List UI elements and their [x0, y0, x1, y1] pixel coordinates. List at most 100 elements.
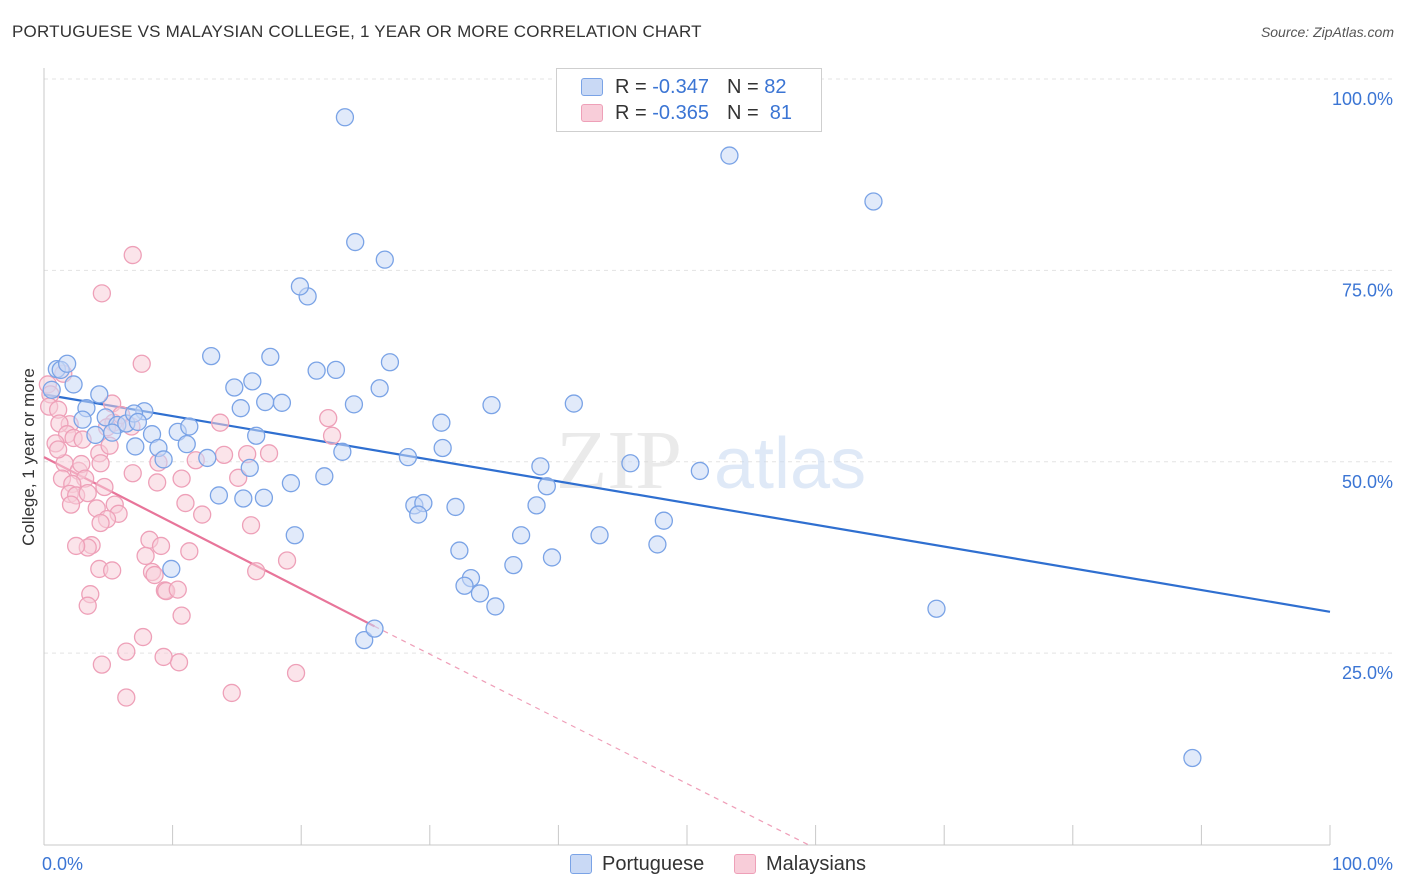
axes: [43, 68, 1331, 846]
portuguese-point: [243, 372, 262, 391]
malaysian-point: [103, 561, 122, 580]
portuguese-point: [73, 410, 92, 429]
portuguese-point: [542, 548, 562, 567]
portuguese-point: [247, 426, 266, 445]
stats-legend: R = -0.347 N = 82 R = -0.365 N = 81: [556, 68, 822, 132]
y-axis-label: College, 1 year or more: [19, 368, 38, 546]
malaysian-point: [61, 495, 81, 514]
portuguese-point: [450, 541, 469, 560]
legend-item-portuguese[interactable]: Portuguese: [570, 852, 704, 876]
malaysian-point: [151, 536, 171, 556]
watermark: ZIP atlas: [556, 414, 866, 507]
portuguese-point: [90, 385, 109, 404]
portuguese-point: [1183, 748, 1202, 768]
portuguese-point: [231, 399, 250, 418]
malaysian-point: [154, 647, 173, 667]
portuguese-point: [527, 496, 546, 515]
portuguese-point: [154, 450, 173, 469]
y-tick-label: 75.0%: [1342, 280, 1393, 300]
portuguese-point: [333, 442, 352, 461]
portuguese-point: [864, 192, 883, 211]
portuguese-swatch: [581, 78, 603, 96]
portuguese-point: [537, 477, 556, 496]
chart-title: PORTUGUESE VS MALAYSIAN COLLEGE, 1 YEAR …: [12, 22, 702, 41]
malaysian-point: [92, 655, 112, 674]
malaysian-point: [286, 663, 306, 683]
malaysian-swatch: [581, 104, 603, 122]
malaysian-point: [277, 551, 297, 570]
malaysian-point: [145, 565, 164, 585]
portuguese-point: [326, 360, 346, 380]
malaysian-point: [78, 483, 97, 503]
malaysian-point: [172, 606, 191, 625]
malaysian-point: [123, 245, 142, 265]
portuguese-point: [261, 347, 280, 367]
portuguese-point: [281, 474, 301, 493]
portuguese-legend-swatch: [570, 854, 592, 874]
portuguese-point: [375, 250, 394, 269]
portuguese-point: [446, 497, 465, 517]
malaysian-point: [211, 413, 230, 432]
malaysian-point: [176, 493, 195, 513]
malaysian-point: [117, 688, 136, 707]
malaysian-point: [148, 473, 167, 492]
malaysian-point: [133, 627, 153, 647]
malaysian-point: [78, 596, 97, 615]
portuguese-point: [234, 489, 253, 508]
malaysian-point: [95, 477, 114, 497]
watermark-atlas: atlas: [714, 424, 866, 504]
portuguese-point: [590, 526, 609, 545]
portuguese-point: [690, 461, 710, 481]
malaysian-point: [229, 468, 248, 487]
portuguese-point: [504, 555, 523, 575]
portuguese-point: [177, 434, 196, 454]
legend-n-value: 81: [769, 101, 793, 124]
portuguese-point: [335, 108, 355, 127]
malaysian-point: [168, 580, 187, 599]
malaysian-point: [92, 284, 112, 303]
portuguese-point: [64, 375, 83, 394]
portuguese-point: [486, 597, 505, 616]
malaysian-point: [169, 653, 189, 672]
portuguese-point: [86, 425, 105, 445]
legend-n-value: 82: [764, 75, 787, 98]
portuguese-point: [346, 232, 365, 252]
portuguese-point: [254, 488, 274, 507]
legend-r-label: R =: [615, 101, 647, 124]
y-tick-label: 100.0%: [1332, 89, 1393, 109]
portuguese-point: [720, 146, 739, 165]
portuguese-point: [202, 346, 221, 366]
portuguese-point: [370, 379, 389, 398]
portuguese-point: [648, 535, 667, 554]
malaysian-point: [67, 536, 86, 556]
malaysian-point: [123, 464, 142, 483]
x-tick-label-min: 0.0%: [42, 854, 83, 874]
portuguese-point: [225, 378, 244, 397]
portuguese-point: [126, 437, 145, 456]
portuguese-point: [564, 394, 583, 413]
gridlines: [44, 78, 1395, 654]
tick-labels: 25.0% 50.0% 75.0% 100.0% 0.0% 100.0%: [42, 89, 1393, 874]
malaysian-point: [259, 444, 279, 463]
portuguese-point: [531, 457, 550, 476]
portuguese-point: [455, 576, 474, 595]
portuguese-point: [927, 599, 946, 618]
portuguese-point: [128, 412, 148, 432]
legend-row-malaysians: R = -0.365 N = 81: [557, 100, 792, 126]
portuguese-point: [103, 423, 122, 442]
portuguese-point: [307, 361, 326, 380]
x-tick-label-max: 100.0%: [1332, 854, 1393, 874]
legend-n-label: N =: [726, 75, 759, 98]
portuguese-point: [285, 526, 304, 545]
portuguese-point: [240, 458, 259, 478]
malaysian-point: [48, 440, 68, 459]
malaysian-point: [91, 454, 110, 473]
portuguese-point: [209, 486, 229, 505]
malaysian-point: [193, 505, 212, 524]
portuguese-point: [180, 417, 199, 436]
portuguese-point: [344, 395, 364, 414]
legend-r-label: R =: [615, 75, 647, 98]
portuguese-point: [365, 619, 384, 638]
portuguese-point: [57, 354, 77, 373]
legend-item-malaysians[interactable]: Malaysians: [734, 852, 866, 876]
